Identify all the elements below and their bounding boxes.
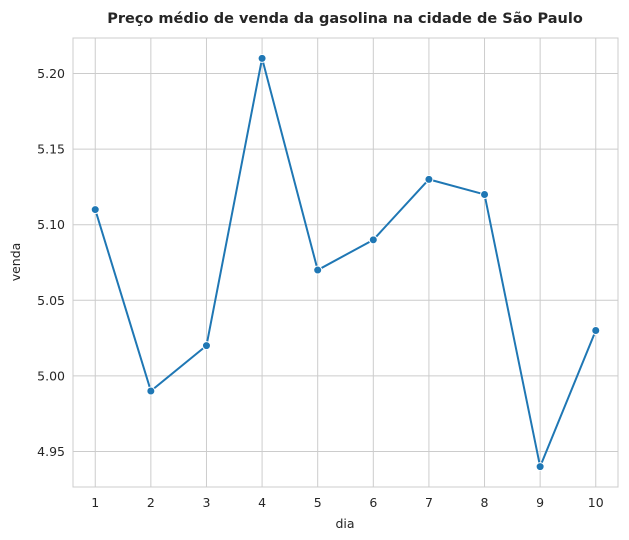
data-point <box>535 462 545 472</box>
x-tick-label: 8 <box>481 495 489 510</box>
x-tick-label: 6 <box>369 495 377 510</box>
x-tick-label: 10 <box>588 495 604 510</box>
series-line <box>94 57 597 468</box>
data-point <box>424 174 434 184</box>
y-tick-label: 5.10 <box>37 217 65 232</box>
plot-area-frame <box>72 37 619 488</box>
x-tick-label: 4 <box>258 495 266 510</box>
x-tick-label: 5 <box>314 495 322 510</box>
data-point <box>480 189 490 199</box>
y-tick-label: 5.05 <box>37 293 65 308</box>
series-layer <box>90 53 601 472</box>
y-tick-label: 4.95 <box>37 444 65 459</box>
y-axis-label: venda <box>8 243 23 282</box>
chart-title: Preço médio de venda da gasolina na cida… <box>107 11 583 27</box>
x-axis-label: dia <box>335 516 354 531</box>
x-tick-label: 3 <box>202 495 210 510</box>
x-tick-label: 7 <box>425 495 433 510</box>
data-point <box>313 265 323 275</box>
x-tick-label: 1 <box>91 495 99 510</box>
grid-lines <box>73 38 618 487</box>
y-tick-label: 5.00 <box>37 368 65 383</box>
data-point <box>201 341 211 351</box>
data-point <box>257 53 267 63</box>
data-point <box>146 386 156 396</box>
x-tick-label: 2 <box>147 495 155 510</box>
x-tick-label: 9 <box>536 495 544 510</box>
data-point <box>591 326 601 336</box>
y-tick-label: 5.15 <box>37 142 65 157</box>
tick-labels: 1 2 3 4 5 6 7 8 9 10 4.95 5.00 5.05 5.10 5.15 5.20 <box>37 66 604 510</box>
data-point <box>90 205 100 215</box>
y-tick-label: 5.20 <box>37 66 65 81</box>
data-point <box>368 235 378 245</box>
